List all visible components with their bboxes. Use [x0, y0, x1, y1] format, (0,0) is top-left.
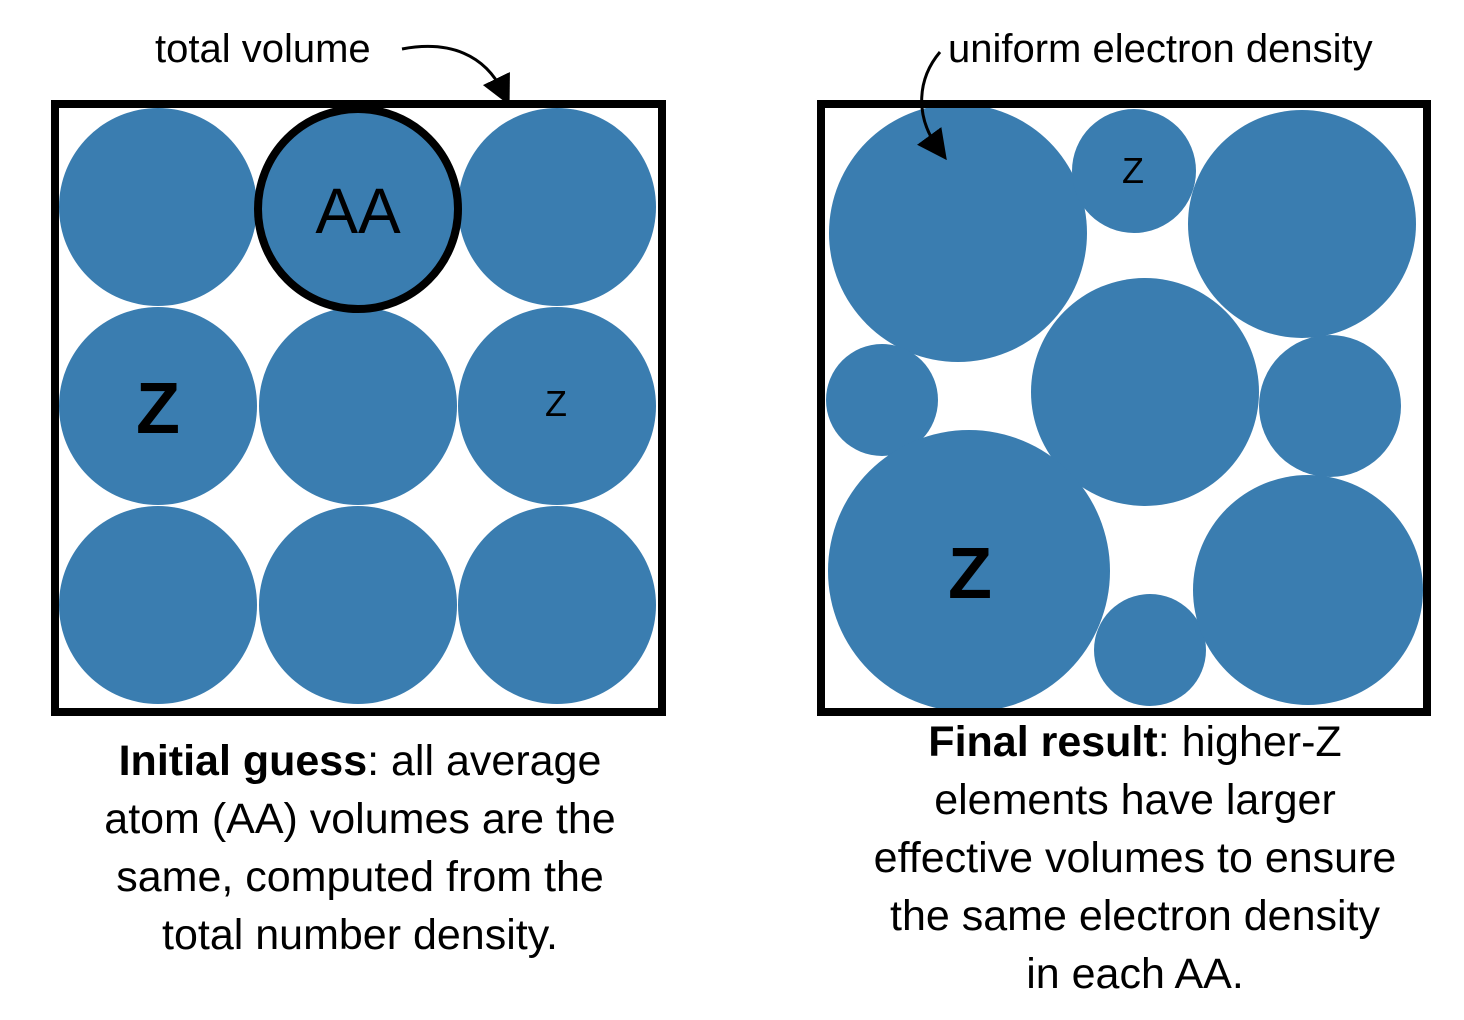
caption-text: : all average: [367, 737, 602, 785]
total-volume-arrow: [401, 44, 510, 106]
caption-line: elements have larger: [934, 776, 1336, 824]
atom-circle: [59, 307, 257, 505]
caption-line: Final result: higher-Z: [810, 713, 1460, 771]
z-large-label: Z: [948, 534, 992, 614]
total-volume-box: [51, 100, 666, 716]
right-caption: Final result: higher-Z elements have lar…: [810, 713, 1460, 1003]
uniform-density-annotation: uniform electron density: [948, 27, 1373, 71]
left-panel: AA Z Z total volume: [51, 27, 666, 716]
atom-circle: [1259, 335, 1401, 477]
atom-circle: [1031, 278, 1259, 506]
caption-line: atom (AA) volumes are the: [104, 795, 616, 843]
atom-circle: [826, 344, 938, 456]
atom-circle: [259, 506, 457, 704]
atom-circle: [259, 307, 457, 505]
z-small-label: Z: [1122, 150, 1144, 191]
caption-bold: Initial guess: [118, 737, 368, 785]
z-large-label: Z: [136, 369, 180, 449]
atom-circle: [1072, 109, 1196, 233]
result-volume-box: [817, 100, 1431, 716]
atom-circle: [59, 108, 257, 306]
atom-circle: [1193, 475, 1423, 705]
atom-circle: [829, 105, 1087, 362]
caption-line: total number density.: [162, 911, 558, 959]
atom-circle: [828, 430, 1110, 711]
caption-line: the same electron density: [890, 892, 1380, 940]
atom-circle: [1188, 110, 1416, 338]
total-volume-annotation: total volume: [155, 27, 371, 71]
left-caption: Initial guess: all average atom (AA) vol…: [40, 732, 680, 964]
atom-circle: [1094, 594, 1206, 706]
atom-circle: [458, 506, 656, 704]
caption-text: : higher-Z: [1157, 718, 1342, 766]
atom-circle-aa: [258, 109, 458, 309]
caption-line: effective volumes to ensure: [873, 834, 1397, 882]
aa-outline: [254, 105, 462, 313]
caption-bold: Final result: [928, 718, 1158, 766]
caption-line: Initial guess: all average: [40, 732, 680, 790]
uniform-density-arrow: [917, 51, 947, 161]
caption-line: in each AA.: [1026, 950, 1244, 998]
atom-circle: [458, 108, 656, 306]
caption-line: same, computed from the: [116, 853, 604, 901]
right-panel: Z Z uniform electron density: [817, 27, 1431, 716]
atom-circle: [59, 506, 257, 704]
z-small-label: Z: [545, 383, 567, 424]
aa-label: AA: [315, 175, 401, 247]
atom-circle: [458, 307, 656, 505]
